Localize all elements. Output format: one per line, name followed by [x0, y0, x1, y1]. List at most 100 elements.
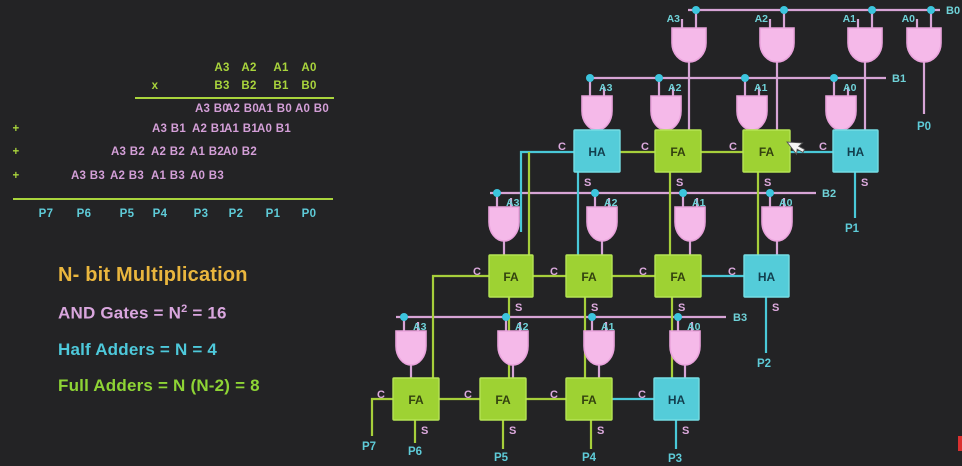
carry-label: C [728, 266, 736, 278]
bus-label-B1: B1 [892, 73, 906, 85]
sum-label: S [421, 425, 428, 437]
and-gate [669, 330, 701, 366]
output-label-P4: P4 [582, 452, 597, 464]
and-gate [583, 330, 615, 366]
junction-dot [780, 6, 788, 14]
junction-dot [674, 313, 682, 321]
full-adder-box [488, 254, 534, 298]
carry-label: C [550, 266, 558, 278]
carry-label: C [464, 389, 472, 401]
info-title: N- bit Multiplication [58, 264, 248, 286]
junction-dot [493, 189, 501, 197]
info-full-adders: Full Adders = N (N-2) = 8 [58, 375, 260, 395]
adder-box-label: FA [759, 145, 775, 159]
full-adder-box [565, 254, 613, 298]
ws-partial-product-term: A1 B1 [223, 123, 259, 135]
carry-label: C [639, 266, 647, 278]
and-gate [395, 330, 427, 366]
info-half-adders: Half Adders = N = 4 [58, 339, 218, 359]
info-and-gates-prefix: AND Gates = N [58, 303, 182, 323]
red-edge-mark [958, 436, 962, 451]
adder-box-label: HA [668, 393, 686, 407]
ws-multiply-sign: x [151, 80, 159, 92]
and-input-label-A2: A2 [515, 321, 529, 333]
output-label-P7: P7 [362, 441, 376, 453]
half-adder-box [832, 129, 879, 173]
half-adder-box [743, 254, 790, 298]
ws-product-bit: P7 [38, 208, 54, 220]
and-input-label-A0: A0 [779, 197, 793, 209]
ws-partial-product-term: A0 B1 [256, 123, 292, 135]
ws-partial-product-term: A3 B0 [194, 103, 230, 115]
ws-plus-sign: + [12, 146, 20, 158]
and-input-label-A2: A2 [604, 197, 618, 209]
and-input-label-A0: A0 [902, 13, 916, 25]
ws-partial-product-term: A0 B2 [222, 146, 258, 158]
junction-dot [741, 74, 749, 82]
wire-segment [519, 150, 574, 232]
sum-label: S [515, 302, 522, 314]
and-gate [761, 206, 793, 242]
and-input-label-A0: A0 [843, 82, 857, 94]
junction-dot [766, 189, 774, 197]
ws-product-bit: P0 [301, 208, 317, 220]
ws-multiplicand-bit: A2 [241, 62, 257, 74]
output-label-P1: P1 [845, 223, 860, 235]
output-label-P3: P3 [668, 453, 682, 465]
carry-label: C [638, 389, 646, 401]
and-input-label-A3: A3 [667, 13, 681, 25]
ws-multiplier-bit: B0 [301, 80, 317, 92]
adder-box-label: FA [670, 145, 686, 159]
sum-label: S [509, 425, 516, 437]
adder-box-label: FA [581, 393, 597, 407]
output-label-P5: P5 [494, 452, 509, 464]
bus-label-B2: B2 [822, 188, 836, 200]
carry-label: C [729, 141, 737, 153]
ws-partial-product-term: A1 B0 [257, 103, 293, 115]
ws-partial-product-term: A3 B2 [110, 146, 146, 158]
sum-label: S [861, 177, 868, 189]
and-input-label-A1: A1 [754, 82, 768, 94]
ws-product-bit: P5 [119, 208, 135, 220]
output-label-P2: P2 [757, 358, 771, 370]
and-input-label-A1: A1 [843, 13, 857, 25]
carry-label: C [819, 141, 827, 153]
output-label-P6: P6 [408, 446, 422, 458]
ws-product-bit: P2 [228, 208, 244, 220]
junction-dot [400, 313, 408, 321]
sum-label: S [764, 177, 771, 189]
ws-partial-product-term: A0 B0 [294, 103, 330, 115]
and-gate [847, 27, 883, 63]
ws-partial-product-term: A2 B2 [150, 146, 186, 158]
junction-dot [588, 313, 596, 321]
and-gate [671, 27, 707, 63]
wire-segment [370, 397, 393, 436]
adder-box-label: FA [581, 270, 597, 284]
ws-multiplier-bit: B1 [273, 80, 289, 92]
carry-label: C [641, 141, 649, 153]
ws-partial-product-term: A2 B1 [191, 123, 227, 135]
ws-partial-product-term: A2 B0 [224, 103, 260, 115]
and-gate [759, 27, 795, 63]
ws-partial-product-term: A2 B3 [109, 170, 145, 182]
and-input-label-A2: A2 [668, 82, 682, 94]
and-gate [488, 206, 520, 242]
ws-product-bit: P6 [76, 208, 92, 220]
ws-product-bit: P1 [265, 208, 281, 220]
sum-label: S [591, 302, 598, 314]
full-adder-box [565, 377, 613, 421]
sum-label: S [682, 425, 689, 437]
ws-rule-top [135, 97, 334, 100]
sum-label: S [772, 302, 779, 314]
and-gate [906, 27, 942, 63]
full-adder-box [654, 129, 702, 173]
junction-dot [830, 74, 838, 82]
junction-dot [586, 74, 594, 82]
junction-dot [868, 6, 876, 14]
and-input-label-A3: A3 [506, 197, 520, 209]
ws-multiplier-bit: B3 [214, 80, 230, 92]
adder-box-label: HA [588, 145, 606, 159]
and-gate [497, 330, 529, 366]
